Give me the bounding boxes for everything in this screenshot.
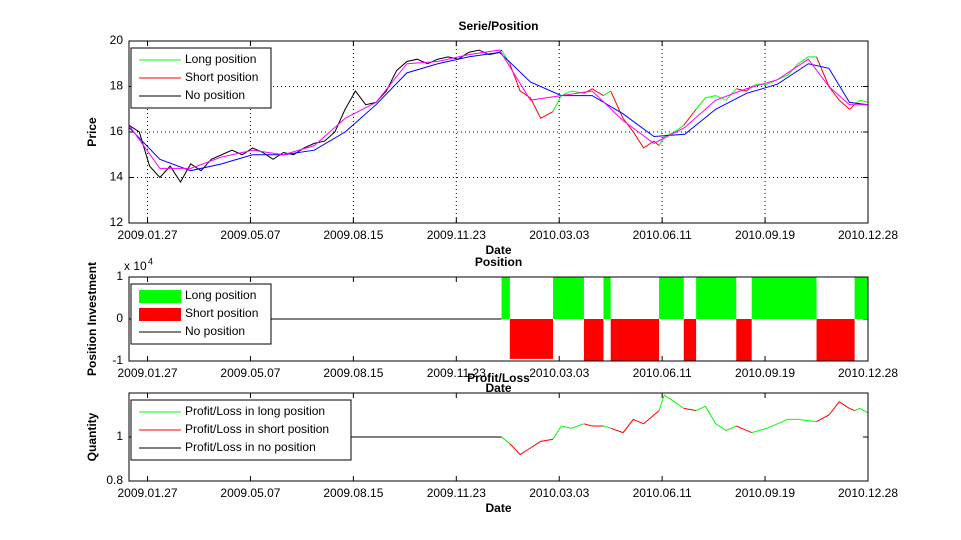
series-line	[128, 49, 868, 169]
legend: Profit/Loss in long position Profit/Loss …	[130, 399, 352, 461]
x-axis-label: Date	[485, 501, 511, 515]
x-tick-label: 2010.06.11	[633, 486, 692, 500]
x-tick-label: 2010.12.28	[838, 366, 898, 380]
series-line	[501, 49, 869, 146]
series-line	[128, 49, 502, 184]
position-bar	[854, 277, 868, 319]
legend: Long position Short position No position	[130, 47, 272, 109]
x-tick-label: 2009.05.07	[220, 228, 280, 242]
position-bar	[553, 277, 584, 319]
position-bar	[696, 277, 737, 319]
position-bar	[659, 277, 684, 319]
position-bar	[683, 319, 697, 361]
position-bar	[603, 277, 611, 319]
legend-label: Profit/Loss in long position	[185, 404, 325, 418]
x-tick-label: 2009.01.27	[117, 366, 177, 380]
axes-frame	[128, 40, 869, 224]
x-tick-label: 2009.11.23	[427, 486, 486, 500]
series-line	[509, 401, 855, 456]
series-line	[509, 56, 855, 149]
y-axis-label: Price	[85, 117, 99, 147]
x-tick-label: 2009.05.07	[220, 486, 280, 500]
x-tick-label: 2010.03.03	[529, 366, 589, 380]
y-tick-label: 20	[110, 33, 124, 47]
y-tick-label: 12	[110, 215, 124, 229]
series-line	[501, 394, 869, 444]
y-tick-label: 16	[110, 124, 124, 138]
chart-title: Profit/Loss	[467, 371, 530, 385]
x-tick-label: 2010.09.19	[735, 366, 795, 380]
legend-label: Profit/Loss in short position	[185, 422, 329, 436]
legend-label: Profit/Loss in no position	[185, 440, 316, 454]
y-tick-label: 0.8	[106, 473, 123, 487]
chart-title: Serie/Position	[458, 19, 538, 33]
x-tick-label: 2010.06.11	[633, 366, 692, 380]
y-tick-label: 18	[110, 79, 124, 93]
x-tick-label: 2010.03.03	[529, 486, 589, 500]
y-tick-label: 14	[110, 170, 124, 184]
x-tick-label: 2010.09.19	[735, 486, 795, 500]
legend-label: Short position	[185, 70, 258, 84]
x-axis-label: Date	[485, 243, 511, 257]
x-tick-label: 2009.11.23	[427, 228, 486, 242]
x-tick-label: 2009.05.07	[220, 366, 280, 380]
legend: Long position Short position No position	[130, 283, 272, 345]
x-tick-label: 2009.01.27	[117, 486, 177, 500]
x-tick-label: 2009.08.15	[323, 366, 383, 380]
series-line	[128, 51, 869, 172]
legend-label: Long position	[185, 52, 256, 66]
position-bar	[509, 319, 554, 359]
axes-frame	[128, 392, 869, 482]
x-tick-label: 2010.06.11	[633, 228, 692, 242]
legend-label: Short position	[185, 306, 258, 320]
y-tick-label: 0	[116, 311, 123, 325]
legend-box	[130, 399, 352, 461]
x-tick-label: 2010.12.28	[838, 486, 898, 500]
y-axis-label: Position Investment	[85, 262, 99, 376]
legend-label: Long position	[185, 288, 256, 302]
position-bar	[610, 319, 660, 361]
x-tick-label: 2010.03.03	[529, 228, 589, 242]
y-tick-label: 1	[116, 429, 123, 443]
y-axis-label: Quantity	[85, 412, 99, 461]
subplot: 2009.01.27 2009.05.07 2009.08.15 2009.11.23…	[85, 371, 898, 515]
position-bar	[816, 319, 855, 361]
y-scale-exponent: 4	[148, 256, 153, 266]
position-bar	[751, 277, 817, 319]
position-bar	[736, 319, 752, 361]
x-tick-label: 2010.12.28	[838, 228, 898, 242]
x-axis-label: Date	[485, 381, 511, 395]
legend-swatch	[139, 308, 181, 321]
x-tick-label: 2009.11.23	[427, 366, 486, 380]
legend-label: No position	[185, 324, 245, 338]
legend-swatch	[139, 290, 181, 303]
y-scale-label: x 10	[124, 259, 147, 273]
x-tick-label: 2009.08.15	[323, 486, 383, 500]
position-bar	[583, 319, 604, 361]
legend-label: No position	[185, 88, 245, 102]
subplot: 2009.01.27 2009.05.07 2009.08.15 2009.11.23…	[85, 255, 898, 395]
x-tick-label: 2009.08.15	[323, 228, 383, 242]
subplot: 2009.01.27 2009.05.07 2009.08.15 2009.11.23…	[85, 19, 898, 257]
position-bar	[501, 277, 510, 319]
y-tick-label: 1	[116, 269, 123, 283]
axes-frame	[128, 276, 869, 362]
x-tick-label: 2010.09.19	[735, 228, 795, 242]
x-tick-label: 2009.01.27	[117, 228, 177, 242]
chart-title: Position	[475, 255, 522, 269]
y-tick-label: -1	[112, 353, 123, 367]
